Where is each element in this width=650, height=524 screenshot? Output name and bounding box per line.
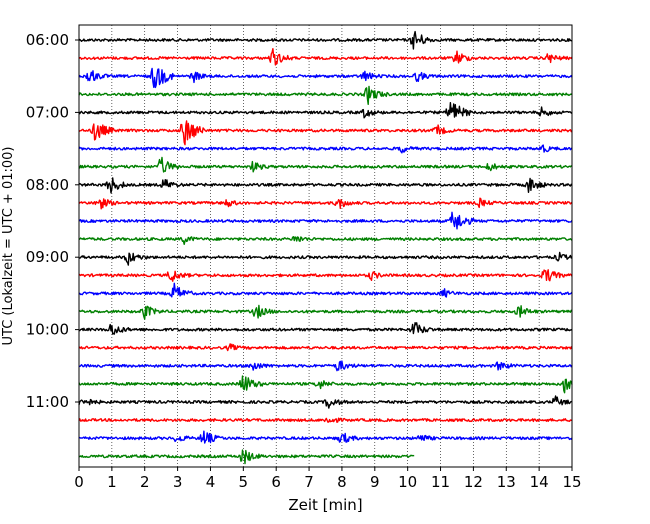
trace-line-09:15 xyxy=(78,269,573,282)
x-tick-label: 12 xyxy=(464,473,483,491)
y-tick-label: 09:00 xyxy=(26,248,69,266)
x-tick-label: 9 xyxy=(370,473,380,491)
trace-line-09:45 xyxy=(78,304,573,320)
y-tick-label: 11:00 xyxy=(26,393,69,411)
x-tick-label: 4 xyxy=(206,473,216,491)
y-axis-label: UTC (Lokalzeit = UTC + 01:00) xyxy=(1,147,16,346)
trace-line-09:30 xyxy=(78,282,573,298)
y-tick-label: 06:00 xyxy=(26,31,69,49)
trace-line-10:15 xyxy=(78,343,573,352)
trace-line-11:30 xyxy=(79,430,573,444)
x-tick-label: 13 xyxy=(497,473,516,491)
trace-line-10:30 xyxy=(78,360,573,372)
x-tick-label: 3 xyxy=(173,473,183,491)
x-tick-label: 1 xyxy=(107,473,117,491)
x-tick-label: 10 xyxy=(398,473,417,491)
y-axis-ticks: 06:00 07:00 08:00 09:00 10:00 11:00 xyxy=(26,31,79,411)
plot-frame xyxy=(78,24,573,468)
x-tick-label: 0 xyxy=(74,473,84,491)
trace-line-11:15 xyxy=(78,417,573,423)
y-tick-label: 10:00 xyxy=(26,321,69,339)
trace-line-09:00 xyxy=(78,251,573,266)
trace-line-06:30 xyxy=(78,67,573,89)
trace-line-07:15 xyxy=(78,120,573,146)
trace-line-08:00 xyxy=(78,177,573,194)
trace-line-07:30 xyxy=(78,144,573,154)
x-tick-label: 2 xyxy=(140,473,150,491)
x-tick-label: 5 xyxy=(239,473,249,491)
trace-line-07:45 xyxy=(78,156,573,173)
trace-line-10:00 xyxy=(78,322,573,335)
trace-group xyxy=(78,30,573,465)
x-tick-label: 11 xyxy=(431,473,450,491)
y-tick-label: 07:00 xyxy=(26,103,69,121)
trace-line-08:15 xyxy=(78,197,573,210)
trace-line-06:00 xyxy=(78,30,573,50)
trace-line-06:15 xyxy=(78,48,573,66)
y-tick-label: 08:00 xyxy=(26,176,69,194)
x-axis-ticks: 0 1 2 3 4 5 6 7 8 9 10 11 12 13 14 15 xyxy=(74,467,582,491)
x-tick-label: 8 xyxy=(337,473,347,491)
x-axis-label: Zeit [min] xyxy=(288,496,362,514)
trace-line-11:45 xyxy=(78,449,415,465)
x-tick-label: 6 xyxy=(271,473,281,491)
trace-line-08:45 xyxy=(78,236,573,245)
x-tick-label: 15 xyxy=(562,473,581,491)
trace-line-08:30 xyxy=(78,211,573,230)
x-tick-label: 7 xyxy=(304,473,314,491)
trace-line-11:00 xyxy=(78,395,573,409)
x-tick-label: 14 xyxy=(530,473,549,491)
trace-line-10:45 xyxy=(78,375,573,394)
trace-line-07:00 xyxy=(78,102,573,119)
trace-line-06:45 xyxy=(78,85,573,105)
